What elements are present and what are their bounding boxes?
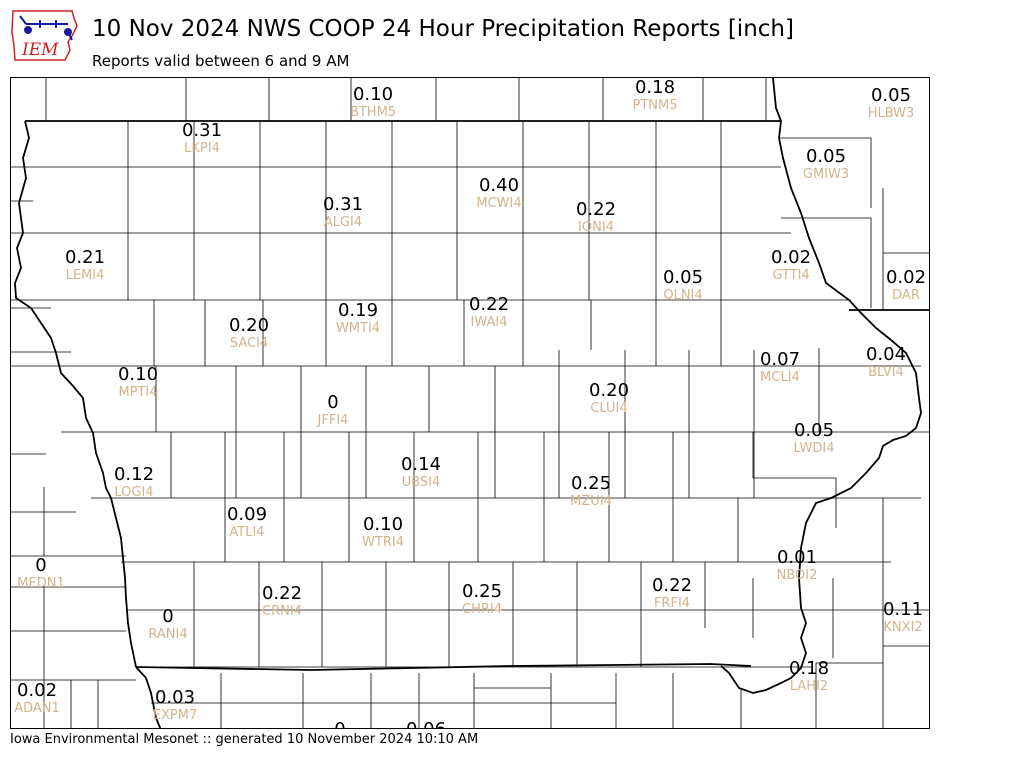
station-id: KNXI2 <box>883 620 922 635</box>
precip-value: 0 <box>35 555 46 576</box>
precip-value: 0.05 <box>663 267 703 288</box>
iowa-outline-logo <box>11 10 78 61</box>
precip-value: 0.09 <box>227 504 267 525</box>
station-id: ATLI4 <box>229 525 264 540</box>
station-id: CRNI4 <box>262 604 302 619</box>
precip-value: 0.22 <box>652 575 692 596</box>
station-id: MCWI4 <box>476 196 521 211</box>
precip-value: 0.06 <box>406 719 446 729</box>
station-id: LKPI4 <box>184 141 220 156</box>
antenna-icon <box>19 15 73 41</box>
precip-value: 0.05 <box>806 146 846 167</box>
map-panel: 0.10 BTHM5 0.18 PTNM5 0.05 HLBW3 0.31 LKPI4 0.05… <box>10 77 930 729</box>
station-id: ALGI4 <box>324 215 362 230</box>
station-id: MZUI4 <box>570 494 612 509</box>
precip-value: 0.31 <box>182 120 222 141</box>
station-id: CLUI4 <box>590 401 627 416</box>
precip-value: 0.20 <box>229 315 269 336</box>
precip-value: 0.04 <box>866 344 906 365</box>
station-id: PTNM5 <box>633 98 678 113</box>
precip-value: 0.07 <box>760 349 800 370</box>
precip-value: 0.03 <box>155 687 195 708</box>
map-title: 10 Nov 2024 NWS COOP 24 Hour Precipitati… <box>92 16 794 42</box>
precip-value: 0.12 <box>114 464 154 485</box>
station-id: RANI4 <box>148 627 187 642</box>
station-id: HLBW3 <box>868 106 915 121</box>
station-id: MEDN1 <box>17 576 64 591</box>
station-id: JFFI4 <box>317 413 349 428</box>
station-id: DAR <box>892 288 920 303</box>
precip-value: 0.31 <box>323 194 363 215</box>
precip-value: 0.02 <box>886 267 926 288</box>
station-id: IONI4 <box>578 220 614 235</box>
precip-value: 0.20 <box>589 380 629 401</box>
precip-value: 0.01 <box>777 547 817 568</box>
station-id: LWDI4 <box>793 441 834 456</box>
station-id: LOGI4 <box>114 485 153 500</box>
station-id: WTRI4 <box>362 535 404 550</box>
precip-value: 0.22 <box>576 199 616 220</box>
station-id: UBSI4 <box>402 475 441 490</box>
station-id: OLNI4 <box>663 288 702 303</box>
precip-value: 0.18 <box>789 658 829 679</box>
footer-text: Iowa Environmental Mesonet :: generated … <box>10 732 479 747</box>
iem-logo: IEM <box>11 10 78 61</box>
precip-value: 0 <box>334 719 345 729</box>
station-id: LEMI4 <box>66 268 105 283</box>
precip-value: 0.10 <box>363 514 403 535</box>
precip-value: 0.05 <box>794 420 834 441</box>
precip-value: 0.22 <box>262 583 302 604</box>
precip-value: 0.22 <box>469 294 509 315</box>
map-subtitle: Reports valid between 6 and 9 AM <box>92 52 350 70</box>
precip-value: 0.02 <box>17 680 57 701</box>
station-id: MCLI4 <box>760 370 800 385</box>
precip-value: 0.25 <box>571 473 611 494</box>
precip-value: 0.40 <box>479 175 519 196</box>
station-id: CHRI4 <box>462 602 502 617</box>
station-id: ADAN1 <box>14 701 60 716</box>
station-id: GTTI4 <box>772 268 809 283</box>
logo-text: IEM <box>21 40 59 60</box>
precip-value: 0.10 <box>118 364 158 385</box>
station-id: SACI4 <box>230 336 268 351</box>
precip-value: 0.25 <box>462 581 502 602</box>
precip-value: 0 <box>327 392 338 413</box>
station-id: EXPM7 <box>153 708 197 723</box>
state-borders <box>14 78 929 728</box>
station-id: IWAI4 <box>471 315 508 330</box>
station-id: BLVI4 <box>868 365 904 380</box>
station-id: MPTI4 <box>118 385 157 400</box>
precip-value: 0.02 <box>771 247 811 268</box>
precip-value: 0.14 <box>401 454 441 475</box>
station-id: GMIW3 <box>803 167 849 182</box>
precip-value: 0.05 <box>871 85 911 106</box>
precip-value: 0.19 <box>338 300 378 321</box>
precip-value: 0.18 <box>635 78 675 98</box>
precip-value: 0 <box>162 606 173 627</box>
station-id: WMTI4 <box>336 321 380 336</box>
precip-value: 0.21 <box>65 247 105 268</box>
precip-value: 0.11 <box>883 599 923 620</box>
precip-value: 0.10 <box>353 84 393 105</box>
station-id: NBOI2 <box>777 568 818 583</box>
county-boundaries <box>11 78 929 728</box>
station-id: LAHI2 <box>790 679 828 694</box>
station-id: FRFI4 <box>654 596 690 611</box>
station-id: BTHM5 <box>350 105 396 120</box>
